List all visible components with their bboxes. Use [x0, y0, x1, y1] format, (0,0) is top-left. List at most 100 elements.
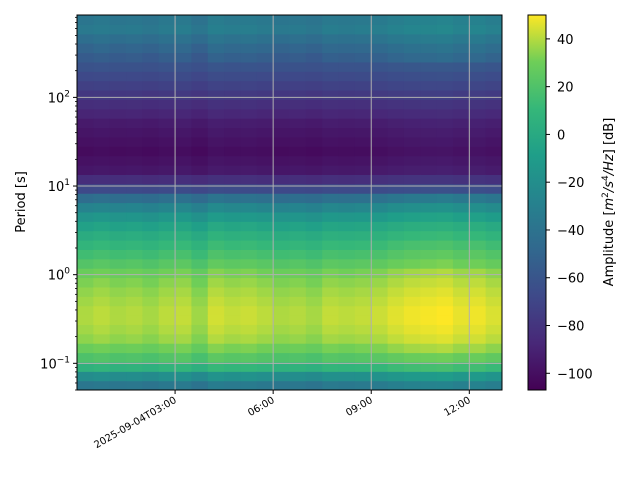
heatmap-cell	[175, 315, 193, 325]
heatmap-cell	[191, 258, 209, 269]
heatmap-cell	[273, 211, 291, 222]
heatmap-cell	[256, 221, 274, 232]
heatmap-cell	[338, 286, 356, 297]
heatmap-cell	[77, 15, 94, 25]
heatmap-cell	[175, 230, 193, 241]
heatmap-cell	[142, 230, 160, 241]
heatmap-cell	[469, 296, 487, 307]
heatmap-cell	[354, 127, 372, 138]
heatmap-cell	[371, 136, 389, 147]
heatmap-cell	[109, 240, 127, 250]
heatmap-cell	[322, 343, 340, 354]
heatmap-cell	[305, 174, 323, 185]
heatmap-cell	[289, 249, 307, 260]
heatmap-cell	[387, 249, 405, 260]
colorbar	[527, 14, 547, 391]
heatmap-cell	[305, 108, 323, 119]
heatmap-cell	[420, 361, 438, 372]
heatmap-cell	[338, 296, 356, 307]
heatmap-cell	[354, 333, 372, 344]
heatmap-cell	[305, 165, 323, 175]
heatmap-cell	[256, 352, 274, 363]
heatmap-cell	[305, 43, 323, 54]
heatmap-cell	[452, 33, 470, 44]
heatmap-cell	[93, 24, 111, 35]
heatmap-cell	[371, 221, 389, 232]
heatmap-cell	[485, 249, 502, 260]
heatmap-cell	[436, 146, 454, 157]
heatmap-cell	[77, 52, 94, 63]
heatmap-cell	[273, 296, 291, 307]
heatmap-cell	[191, 249, 209, 260]
heatmap-cell	[109, 127, 127, 138]
heatmap-cell	[322, 15, 340, 25]
heatmap-cell	[126, 296, 143, 307]
heatmap-cell	[322, 315, 340, 325]
heatmap-cell	[322, 305, 340, 316]
heatmap-cell	[93, 296, 111, 307]
heatmap-cell	[191, 230, 209, 241]
heatmap-cell	[175, 61, 193, 72]
heatmap-cell	[256, 230, 274, 241]
heatmap-cell	[289, 221, 307, 232]
heatmap-cell	[93, 315, 111, 325]
colorbar-label: Amplitude [m2/s4/Hz] [dB]	[601, 118, 617, 287]
heatmap-cell	[371, 24, 389, 35]
heatmap-cell	[256, 277, 274, 288]
heatmap-cell	[354, 174, 372, 185]
heatmap-cell	[207, 315, 225, 325]
heatmap-cell	[387, 230, 405, 241]
heatmap-cell	[387, 286, 405, 297]
heatmap-cell	[420, 380, 438, 390]
heatmap-cell	[256, 240, 274, 250]
heatmap-cell	[240, 136, 258, 147]
heatmap-cell	[289, 296, 307, 307]
heatmap-cell	[191, 211, 209, 222]
heatmap-cell	[158, 24, 176, 35]
heatmap-cell	[207, 202, 225, 213]
heatmap-cell	[109, 343, 127, 354]
heatmap-cell	[436, 174, 454, 185]
heatmap-cell	[338, 108, 356, 119]
heatmap-cell	[126, 183, 143, 194]
heatmap-cell	[191, 165, 209, 175]
heatmap-cell	[485, 61, 502, 72]
heatmap-cell	[109, 71, 127, 82]
heatmap-cell	[420, 333, 438, 344]
heatmap-cell	[469, 371, 487, 382]
heatmap-cell	[240, 15, 258, 25]
plot-frame	[76, 14, 503, 391]
heatmap-cell	[322, 99, 340, 110]
heatmap-cell	[420, 286, 438, 297]
heatmap-cell	[224, 305, 242, 316]
heatmap-cell	[485, 333, 502, 344]
heatmap-cell	[93, 15, 111, 25]
heatmap-cell	[240, 71, 258, 82]
heatmap-cell	[126, 361, 143, 372]
heatmap-cell	[338, 71, 356, 82]
heatmap-cell	[485, 315, 502, 325]
heatmap-cell	[371, 118, 389, 129]
heatmap-cell	[289, 71, 307, 82]
heatmap-cell	[142, 43, 160, 54]
heatmap-cell	[142, 80, 160, 91]
heatmap-cell	[338, 61, 356, 72]
heatmap-cell	[126, 286, 143, 297]
colorbar-ticks: 40 20 0 −20 −40 −60 −80 −100	[546, 33, 593, 382]
heatmap-cell	[420, 268, 438, 279]
heatmap-cell	[273, 61, 291, 72]
heatmap-cell	[387, 24, 405, 35]
heatmap-cell	[142, 24, 160, 35]
y-axis-ticks: 10−1 100 101 102	[40, 16, 77, 391]
heatmap-cell	[77, 24, 94, 35]
heatmap-cell	[109, 333, 127, 344]
heatmap-cell	[387, 99, 405, 110]
heatmap-cell	[436, 52, 454, 63]
heatmap-cell	[256, 315, 274, 325]
heatmap-cell	[354, 136, 372, 147]
heatmap-cell	[436, 108, 454, 119]
heatmap-cell	[240, 108, 258, 119]
heatmap-cell	[371, 193, 389, 204]
heatmap-cell	[207, 146, 225, 157]
heatmap-cell	[77, 333, 94, 344]
